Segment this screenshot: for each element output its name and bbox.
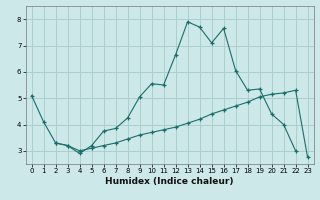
X-axis label: Humidex (Indice chaleur): Humidex (Indice chaleur) bbox=[105, 177, 234, 186]
